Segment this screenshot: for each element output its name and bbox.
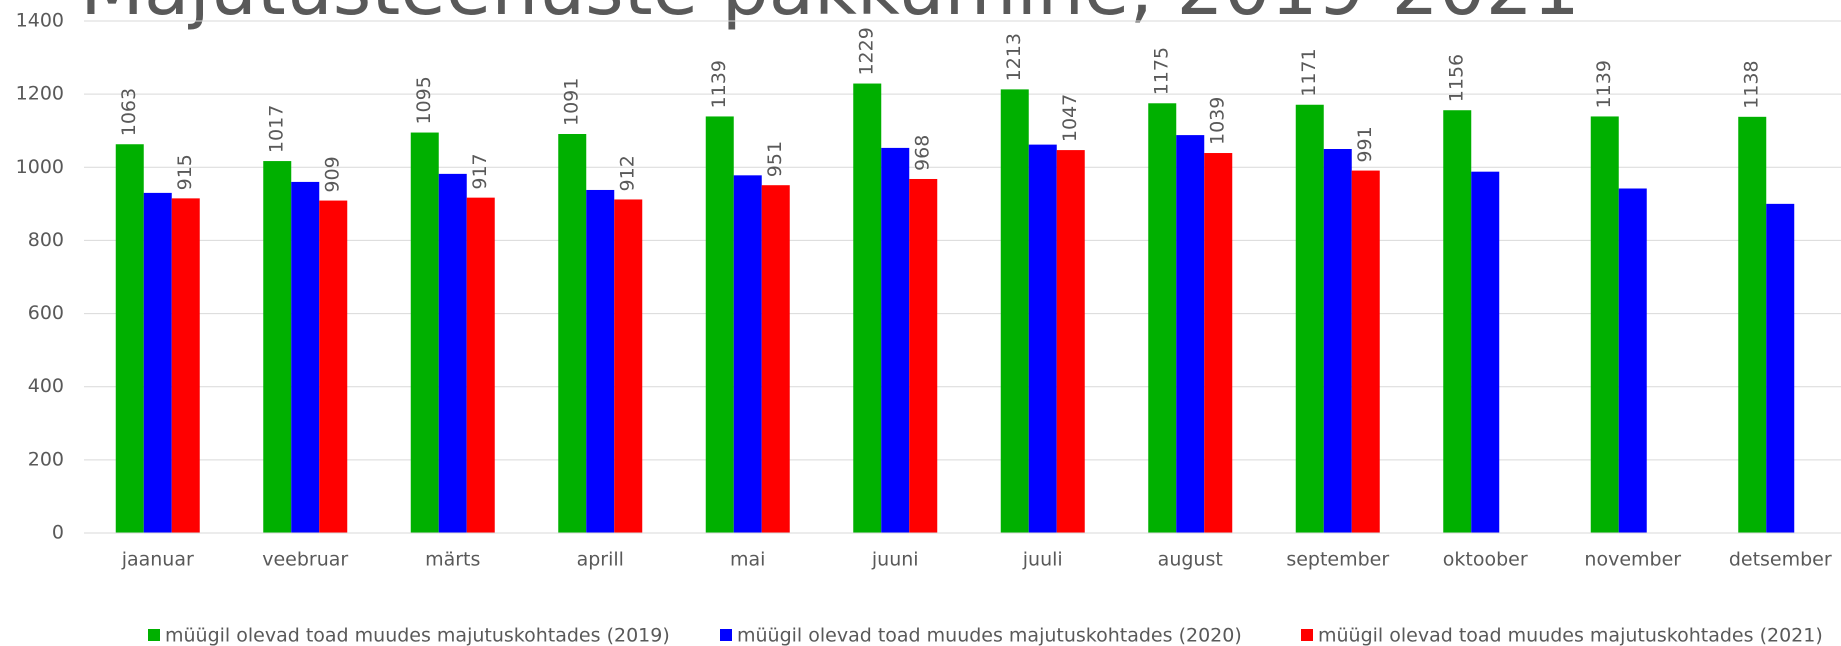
bar (410, 132, 439, 534)
x-tick-label: oktoober (1443, 549, 1528, 571)
x-tick-label: detsember (1729, 549, 1832, 571)
bar (586, 189, 615, 533)
bar (115, 144, 144, 533)
y-tick-label: 400 (28, 375, 64, 397)
data-label: 951 (764, 141, 786, 177)
y-tick-label: 1400 (16, 10, 64, 32)
bar (1000, 89, 1029, 533)
data-label: 1156 (1446, 54, 1468, 102)
legend-swatch (1301, 629, 1313, 641)
legend-label: müügil olevad toad muudes majutuskohtade… (165, 625, 670, 646)
bar (171, 198, 200, 533)
bar (1471, 171, 1500, 533)
bar (291, 181, 320, 533)
bar (705, 116, 734, 534)
y-tick-label: 800 (28, 229, 64, 251)
legend-swatch (148, 629, 160, 641)
data-label: 968 (912, 135, 934, 171)
data-label: 991 (1354, 126, 1376, 162)
data-label: 917 (469, 153, 491, 189)
bar (881, 147, 910, 533)
bar (558, 134, 587, 533)
bar (1351, 170, 1380, 533)
x-tick-label: august (1158, 549, 1223, 571)
data-label: 909 (322, 156, 344, 192)
legend-swatch (720, 629, 732, 641)
legend-label: müügil olevad toad muudes majutuskohtade… (1318, 625, 1823, 646)
data-label: 1175 (1151, 47, 1173, 95)
bar (1590, 116, 1619, 534)
bar (1028, 144, 1057, 533)
bar (1323, 149, 1352, 533)
y-tick-label: 1200 (16, 83, 64, 105)
bar (319, 200, 348, 533)
bar (466, 197, 495, 533)
x-tick-label: märts (425, 549, 480, 571)
data-label: 1017 (266, 105, 288, 153)
bar (1443, 110, 1472, 533)
bar (1148, 103, 1177, 534)
chart-title: Majutusteenuste pakkumine, 2019-2021 (80, 0, 1580, 32)
bar (1176, 135, 1205, 534)
y-tick-label: 0 (52, 522, 64, 544)
data-label: 915 (174, 154, 196, 190)
data-label: 1213 (1003, 33, 1025, 81)
x-tick-label: mai (730, 549, 765, 571)
data-label: 1171 (1298, 48, 1320, 96)
x-tick-label: aprill (577, 549, 624, 571)
bar (143, 192, 172, 533)
x-tick-label: jaanuar (121, 549, 194, 571)
bar (1295, 104, 1324, 534)
x-tick-label: november (1584, 549, 1681, 571)
bar (438, 173, 467, 533)
data-label: 1095 (413, 76, 435, 124)
data-label: 1091 (561, 78, 583, 126)
y-tick-label: 600 (28, 302, 64, 324)
data-label: 912 (617, 155, 639, 191)
data-label: 1047 (1059, 94, 1081, 142)
bar (263, 161, 292, 533)
bar (1204, 153, 1233, 533)
bar (761, 185, 790, 533)
bar (733, 175, 762, 533)
bar (1738, 116, 1767, 534)
x-tick-label: veebruar (262, 549, 348, 571)
bar (1618, 188, 1647, 534)
bar (1056, 150, 1085, 533)
data-label: 1063 (118, 88, 140, 136)
bar (614, 199, 643, 533)
y-tick-label: 1000 (16, 156, 64, 178)
data-label: 1039 (1207, 97, 1229, 145)
x-tick-label: juuni (871, 549, 919, 571)
legend-label: müügil olevad toad muudes majutuskohtade… (737, 625, 1242, 646)
bar (909, 178, 938, 533)
x-tick-label: juuli (1022, 549, 1063, 571)
y-tick-label: 200 (28, 448, 64, 470)
bar (853, 83, 882, 533)
x-tick-label: september (1286, 549, 1389, 571)
data-label: 1139 (708, 60, 730, 108)
data-label: 1138 (1741, 60, 1763, 108)
data-label: 1229 (856, 27, 878, 75)
data-label: 1139 (1593, 60, 1615, 108)
bar (1766, 203, 1795, 533)
